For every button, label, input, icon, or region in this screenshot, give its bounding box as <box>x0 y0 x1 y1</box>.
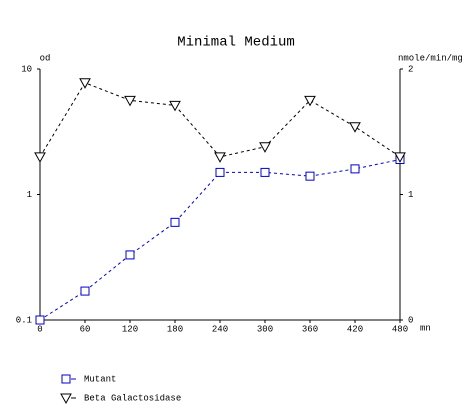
y2-tick-label: 0 <box>408 315 413 325</box>
legend-label: Beta Galactosidase <box>84 393 181 403</box>
x-tick-label: 360 <box>302 324 318 334</box>
legend-marker <box>61 374 71 384</box>
marker <box>79 78 91 89</box>
x-tick-label: 480 <box>392 324 408 334</box>
marker <box>34 152 46 163</box>
marker <box>169 100 181 112</box>
marker <box>170 217 180 227</box>
y2-tick-label: 1 <box>408 190 413 200</box>
series-line <box>39 159 401 321</box>
chart-title: Minimal Medium <box>177 35 295 51</box>
y2-tick-label: 2 <box>408 64 413 74</box>
marker <box>215 167 225 177</box>
series-line <box>39 82 401 158</box>
x-tick-label: 300 <box>257 324 273 334</box>
x-tick-label: 120 <box>122 324 138 334</box>
y2-axis-label: nmole/min/mg <box>398 53 463 63</box>
legend-marker <box>60 393 72 405</box>
x-tick-label: 60 <box>80 324 91 334</box>
x-tick-label: 0 <box>37 324 42 334</box>
marker <box>394 152 406 163</box>
marker <box>124 95 136 107</box>
marker <box>260 167 270 177</box>
x-tick-label: 240 <box>212 324 228 334</box>
marker <box>304 95 316 107</box>
legend-label: Mutant <box>84 374 116 384</box>
y-tick-label: 0.1 <box>16 315 32 325</box>
y-tick-label: 10 <box>21 64 32 74</box>
y-axis-label: od <box>40 53 51 63</box>
marker <box>214 152 226 163</box>
x-tick-label: 180 <box>167 324 183 334</box>
marker <box>350 164 360 174</box>
marker <box>349 122 361 133</box>
x-axis-label: mn <box>420 323 431 333</box>
marker <box>35 315 45 325</box>
x-tick-label: 420 <box>347 324 363 334</box>
y-tick-label: 1 <box>27 190 32 200</box>
marker <box>80 286 90 296</box>
marker <box>125 250 135 260</box>
marker <box>305 171 315 181</box>
marker <box>259 142 271 153</box>
